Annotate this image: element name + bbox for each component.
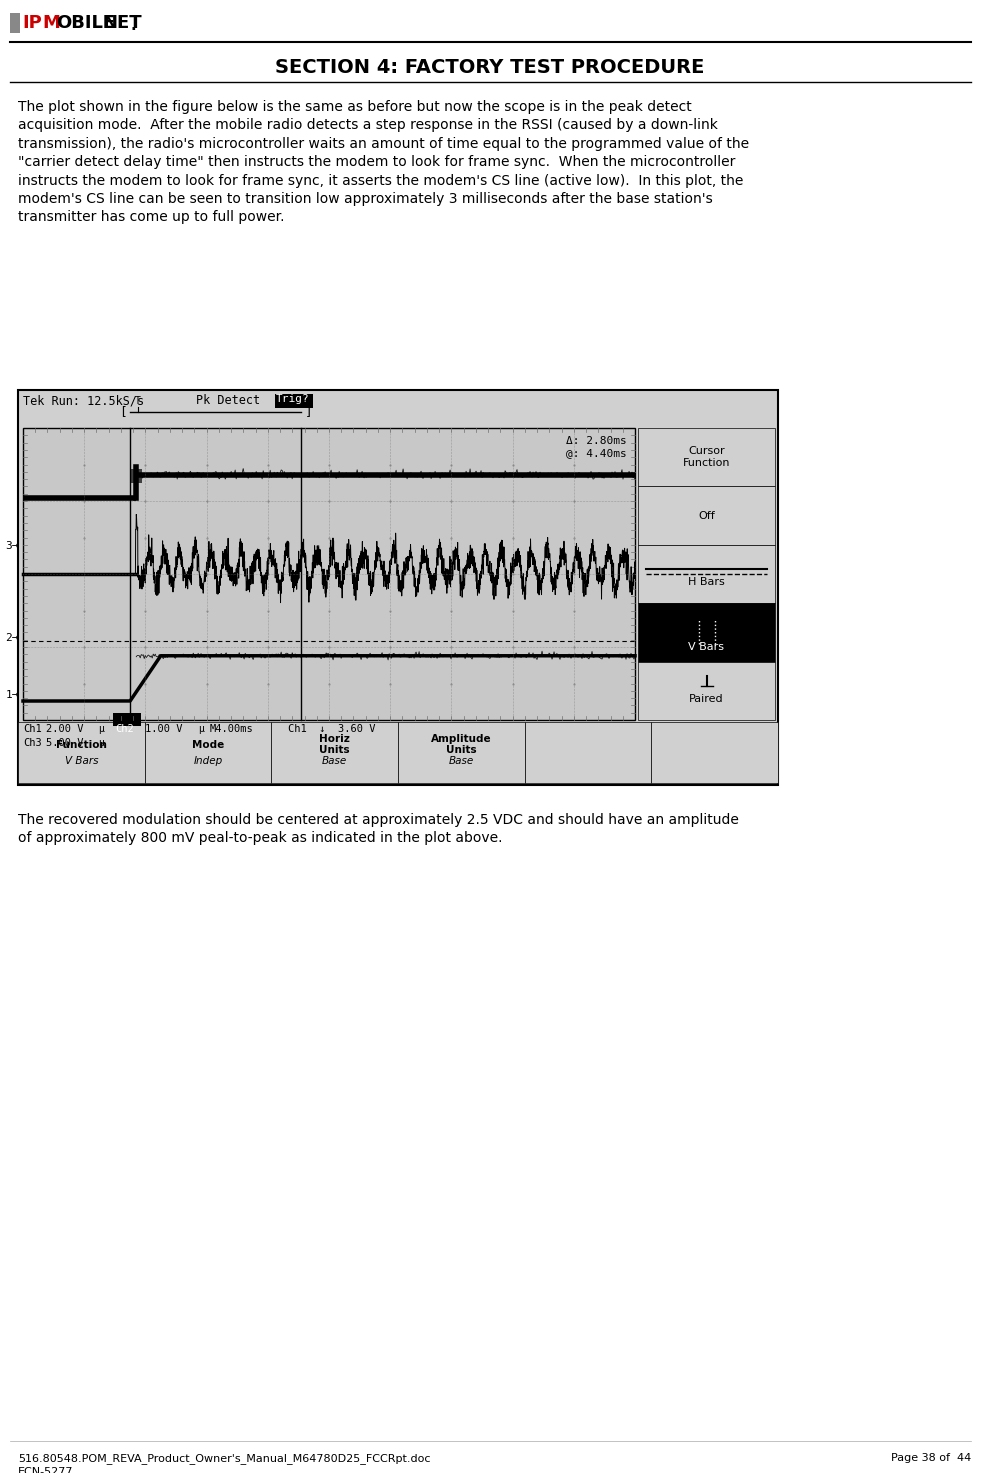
Text: Trig?: Trig? — [276, 393, 310, 404]
Text: Mode: Mode — [192, 739, 224, 750]
Bar — [525, 722, 651, 784]
Text: T: T — [135, 396, 141, 407]
Text: 3.60 V: 3.60 V — [338, 725, 376, 734]
Bar — [272, 722, 398, 784]
Text: Amplitude
Units: Amplitude Units — [431, 734, 491, 756]
Text: Pk Detect: Pk Detect — [196, 393, 260, 407]
Bar — [398, 722, 525, 784]
Text: V Bars: V Bars — [65, 756, 98, 766]
Bar — [18, 722, 144, 784]
Text: NET: NET — [102, 15, 141, 32]
Text: Horiz
Units: Horiz Units — [319, 734, 350, 756]
Bar — [113, 713, 141, 726]
Text: The recovered modulation should be centered at approximately 2.5 VDC and should : The recovered modulation should be cente… — [18, 813, 739, 846]
Text: 3→: 3→ — [6, 541, 19, 551]
Text: Cursor
Function: Cursor Function — [683, 446, 730, 468]
Text: .: . — [130, 18, 135, 32]
Text: IP: IP — [22, 15, 42, 32]
Bar — [651, 722, 778, 784]
Text: V Bars: V Bars — [689, 642, 725, 653]
Bar — [638, 661, 775, 720]
Text: Paired: Paired — [690, 694, 724, 704]
Text: M: M — [42, 15, 60, 32]
Text: 5.00 V: 5.00 V — [46, 738, 83, 748]
Text: Tek Run: 12.5kS/s: Tek Run: 12.5kS/s — [23, 393, 144, 407]
Text: 2.00 V: 2.00 V — [46, 725, 83, 734]
Bar — [638, 429, 775, 486]
Bar — [638, 604, 775, 661]
Text: 2→: 2→ — [6, 633, 19, 644]
Text: Base: Base — [322, 756, 347, 766]
Text: 1.00 V: 1.00 V — [145, 725, 182, 734]
Text: Page 38 of  44: Page 38 of 44 — [891, 1452, 971, 1463]
Text: μ: μ — [198, 725, 204, 734]
Bar — [23, 429, 635, 720]
Text: Ch2: Ch2 — [115, 725, 133, 734]
Text: 516.80548.POM_REVA_Product_Owner's_Manual_M64780D25_FCCRpt.doc: 516.80548.POM_REVA_Product_Owner's_Manua… — [18, 1452, 431, 1464]
Text: Base: Base — [448, 756, 474, 766]
Bar — [275, 393, 313, 408]
Text: The plot shown in the figure below is the same as before but now the scope is in: The plot shown in the figure below is th… — [18, 100, 749, 224]
Text: Ch1  ↓: Ch1 ↓ — [288, 725, 326, 734]
Text: Ch3: Ch3 — [23, 738, 42, 748]
Text: M4.00ms: M4.00ms — [210, 725, 254, 734]
Bar — [10, 13, 20, 32]
Text: Off: Off — [698, 511, 715, 520]
Bar — [18, 390, 778, 785]
Bar — [638, 486, 775, 545]
Text: [: [ — [120, 405, 128, 418]
Text: Δ: 2.80ms: Δ: 2.80ms — [566, 436, 627, 446]
Bar — [130, 468, 142, 483]
Bar — [638, 545, 775, 604]
Text: ECN-5277: ECN-5277 — [18, 1467, 74, 1473]
Text: H Bars: H Bars — [688, 577, 725, 588]
Text: SECTION 4: FACTORY TEST PROCEDURE: SECTION 4: FACTORY TEST PROCEDURE — [276, 57, 704, 77]
Bar — [144, 722, 272, 784]
Text: 1→: 1→ — [6, 691, 19, 700]
Text: μ: μ — [98, 725, 104, 734]
Text: Indep: Indep — [193, 756, 223, 766]
Text: ]: ] — [304, 405, 312, 418]
Text: Function: Function — [56, 739, 107, 750]
Text: Ch1: Ch1 — [23, 725, 42, 734]
Text: μ: μ — [98, 738, 104, 748]
Text: OBILE: OBILE — [56, 15, 115, 32]
Text: @: 4.40ms: @: 4.40ms — [566, 448, 627, 458]
